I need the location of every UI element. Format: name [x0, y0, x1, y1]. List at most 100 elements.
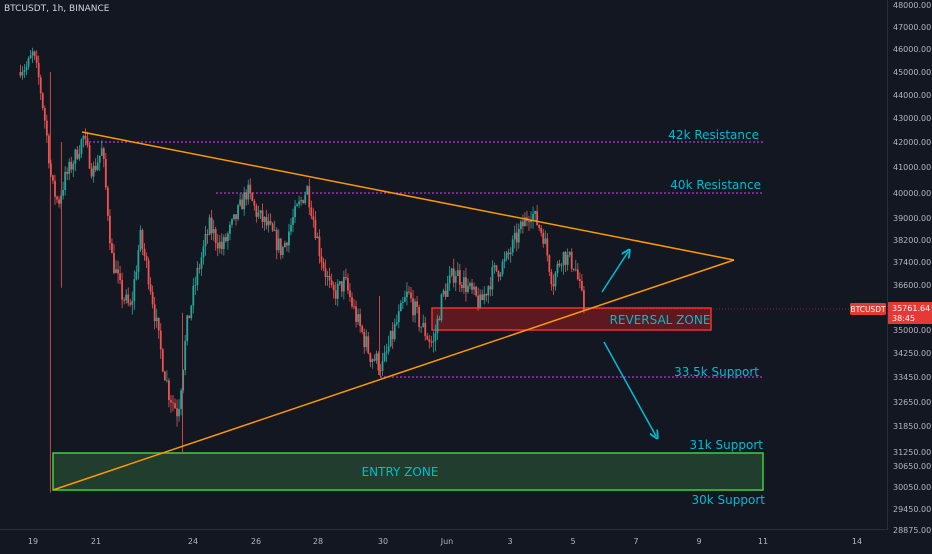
- price-tick-label: 43000.00: [893, 114, 931, 123]
- candle-body: [58, 199, 60, 204]
- candle-body: [145, 256, 148, 261]
- symbol-label: BTCUSDT, 1h, BINANCE: [4, 4, 110, 14]
- candle-body: [353, 306, 355, 308]
- candle-body: [442, 290, 445, 295]
- candle-body: [572, 268, 575, 270]
- candlestick-series: [19, 47, 585, 427]
- price-tick-label: 44000.00: [893, 91, 931, 100]
- candle-body: [227, 233, 229, 242]
- candle-body: [214, 229, 217, 243]
- candle-body: [373, 359, 376, 361]
- candle-body: [68, 161, 71, 174]
- ascending-trendline: [52, 259, 735, 491]
- candle-body: [469, 283, 471, 286]
- candle-body: [249, 184, 252, 193]
- candle-body: [519, 221, 522, 229]
- candle-body: [281, 247, 284, 255]
- price-tick-label: 34250.00: [893, 349, 931, 358]
- candle-body: [534, 211, 536, 214]
- candle-body: [96, 162, 99, 170]
- candle-body: [50, 163, 52, 176]
- candle-body: [165, 380, 168, 382]
- candle-body: [401, 301, 404, 303]
- candle-body: [302, 200, 305, 204]
- candle-body: [290, 224, 292, 232]
- candle-body: [188, 315, 191, 319]
- candle-body: [269, 221, 272, 224]
- candle-body: [216, 242, 219, 249]
- candle-body: [208, 217, 211, 235]
- candle-body: [387, 346, 390, 352]
- candle-body: [408, 291, 410, 293]
- candle-body: [536, 211, 539, 226]
- candle-body: [379, 370, 382, 372]
- candle-body: [491, 266, 494, 290]
- candle-body: [509, 252, 512, 255]
- candle-body: [330, 280, 333, 285]
- candle-body: [391, 330, 394, 340]
- time-tick-label: 3: [507, 537, 512, 546]
- candle-body: [35, 55, 38, 63]
- candle-body: [483, 293, 486, 301]
- time-tick-label: 19: [28, 537, 38, 546]
- candle-body: [312, 216, 315, 220]
- candle-body: [338, 281, 341, 284]
- candle-body: [298, 201, 301, 205]
- candle-body: [259, 210, 262, 213]
- support-31k-label: 31k Support: [690, 438, 764, 452]
- candle-body: [231, 219, 233, 225]
- candle-body: [192, 285, 195, 306]
- candle-body: [334, 290, 337, 299]
- candle-body: [349, 290, 351, 298]
- candle-body: [300, 200, 303, 202]
- candle-body: [403, 297, 406, 302]
- candle-body: [332, 284, 335, 291]
- price-tick-label: 31850.00: [893, 422, 931, 431]
- candle-body: [100, 148, 103, 156]
- time-tick-label: 21: [91, 537, 101, 546]
- candle-body: [505, 252, 508, 259]
- time-tick-label: 26: [251, 537, 261, 546]
- candle-body: [420, 326, 423, 328]
- candle-body: [418, 307, 421, 328]
- time-tick-label: 24: [188, 537, 198, 546]
- candle-body: [462, 277, 465, 289]
- candle-body: [507, 252, 510, 255]
- candle-body: [477, 295, 480, 308]
- candle-body: [157, 317, 160, 331]
- candle-body: [357, 314, 360, 322]
- candle-body: [31, 51, 34, 56]
- candle-body: [102, 148, 105, 159]
- candle-body: [385, 351, 388, 353]
- candle-body: [495, 265, 498, 271]
- candle-body: [111, 243, 113, 254]
- candle-body: [521, 221, 524, 227]
- candle-body: [273, 229, 276, 231]
- candle-body: [499, 274, 502, 277]
- candle-body: [66, 171, 69, 174]
- candle-body: [119, 273, 121, 281]
- candle-body: [538, 225, 541, 229]
- candle-body: [576, 269, 579, 280]
- candle-body: [513, 232, 516, 240]
- candle-body: [90, 168, 93, 177]
- candle-body: [141, 230, 144, 249]
- candle-body: [416, 301, 419, 308]
- candle-body: [123, 299, 126, 301]
- candle-body: [196, 267, 199, 286]
- candle-body: [135, 271, 138, 280]
- candle-body: [489, 286, 492, 290]
- price-tick-label: 41000.00: [893, 163, 931, 172]
- candle-body: [143, 248, 146, 257]
- candle-body: [397, 311, 400, 323]
- candle-body: [109, 215, 111, 244]
- candle-body: [277, 238, 280, 251]
- candle-body: [324, 268, 327, 278]
- candle-body: [131, 300, 134, 305]
- level-label: 40k Resistance: [670, 178, 761, 192]
- candle-body: [43, 108, 46, 121]
- candle-body: [454, 276, 457, 283]
- price-tick-label: 28875.00: [893, 526, 931, 535]
